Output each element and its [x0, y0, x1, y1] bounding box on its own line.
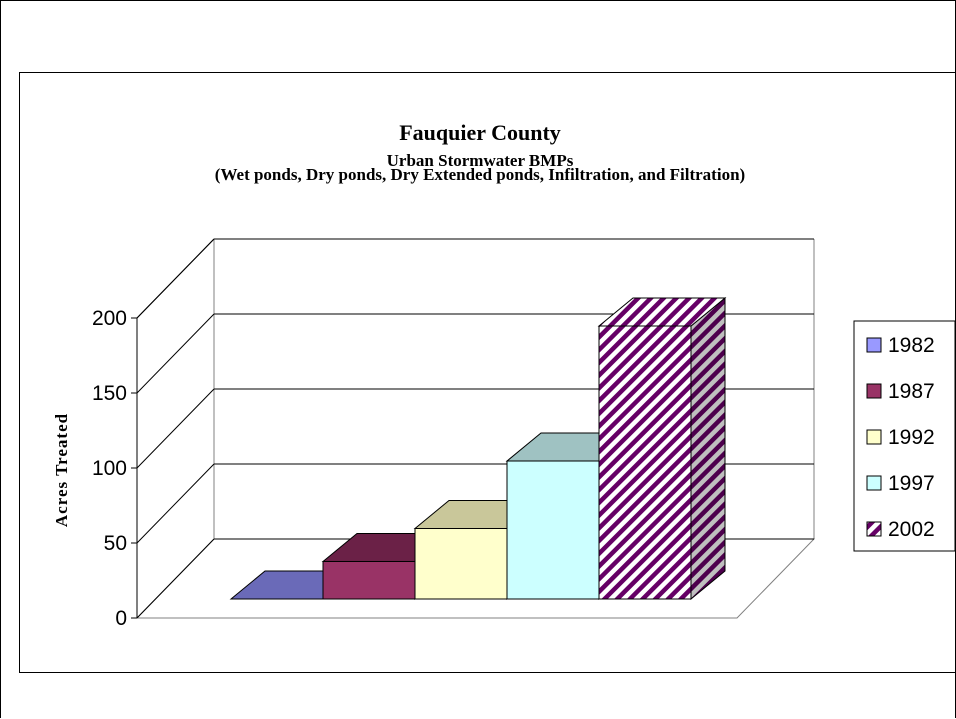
legend-swatch-1982 [866, 337, 882, 353]
legend-label-1987: 1987 [888, 380, 935, 403]
legend-swatch-1997 [866, 475, 882, 491]
legend-label-2002: 2002 [888, 518, 935, 541]
bar-front [414, 528, 508, 600]
y-tick-label: 0 [115, 607, 127, 630]
wall-gridline [136, 538, 215, 619]
legend-label-1982: 1982 [888, 334, 935, 357]
bar-2002 [597, 296, 727, 601]
chart-area: Fauquier County Urban Stormwater BMPs (W… [19, 72, 956, 673]
chart-subtitle: Urban Stormwater BMPs [387, 151, 574, 170]
wall-gridline [136, 238, 215, 319]
wall-gridline [136, 388, 215, 469]
legend-label-1997: 1997 [888, 472, 935, 495]
legend-label-1992: 1992 [888, 426, 935, 449]
y-tick-label: 200 [92, 307, 127, 330]
bars [229, 296, 727, 601]
legend-swatch-2002 [866, 521, 882, 537]
bar-front [506, 460, 600, 600]
y-tick-label: 50 [104, 532, 127, 555]
bar-side [690, 296, 726, 601]
y-axis-label: Acres Treated [52, 413, 71, 527]
y-tick-labels: 0 50 100 150 200 [92, 307, 127, 630]
y-tick-label: 100 [92, 457, 127, 480]
wall-gridline [136, 313, 215, 394]
chart-subtitle-2: (Wet ponds, Dry ponds, Dry Extended pond… [215, 165, 745, 184]
chart-title: Fauquier County [399, 120, 561, 145]
bar-front [322, 561, 416, 600]
wall-gridline [136, 463, 215, 544]
y-tick-label: 150 [92, 382, 127, 405]
legend-swatch-1992 [866, 429, 882, 445]
chart-canvas: Fauquier County Urban Stormwater BMPs (W… [52, 120, 956, 630]
legend-swatch-1987 [866, 383, 882, 399]
legend: 1982 1987 1992 1997 2002 [853, 320, 956, 552]
bar-front [598, 325, 692, 600]
